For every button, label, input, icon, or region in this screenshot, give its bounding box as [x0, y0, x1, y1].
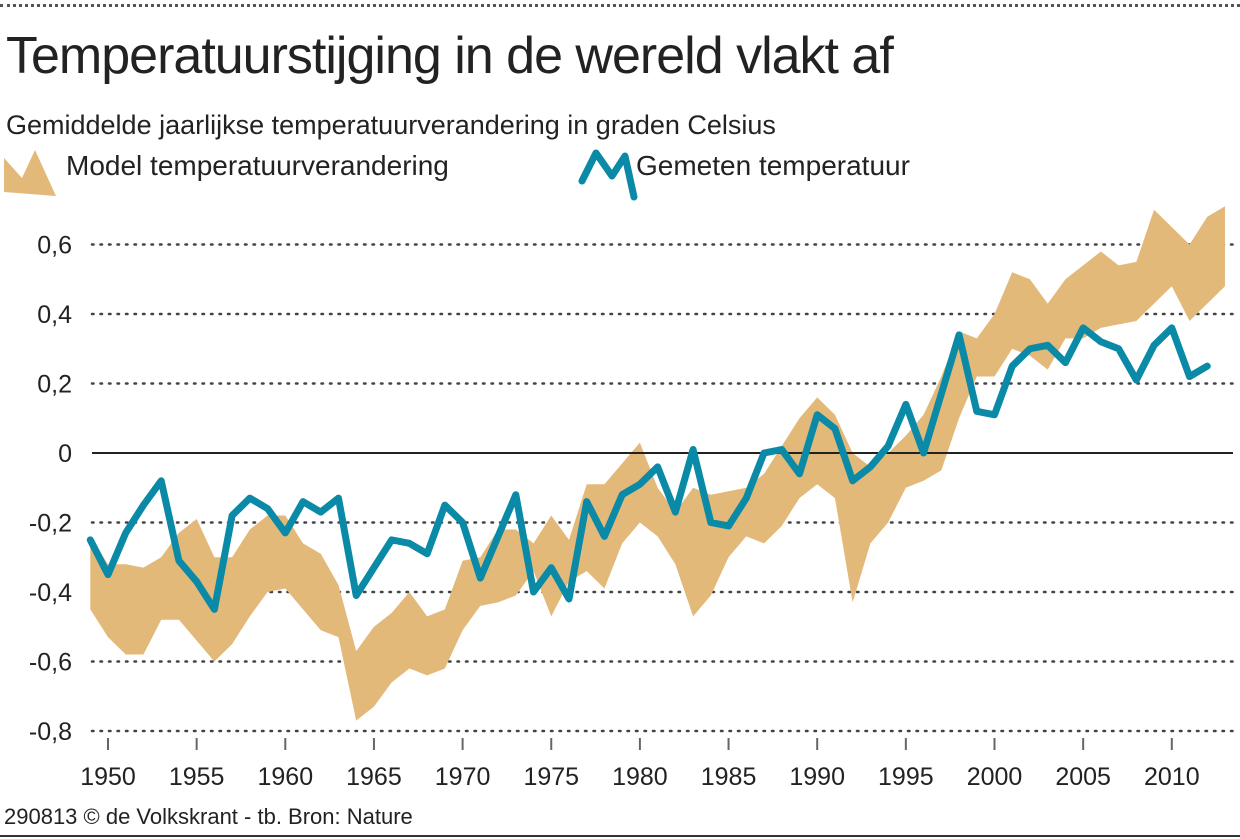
legend-measured-icon [578, 149, 638, 201]
y-tick-label: 0,6 [37, 232, 72, 260]
x-tick-label: 1995 [878, 763, 934, 791]
x-tick-label: 1950 [80, 763, 136, 791]
top-dotted-rule [0, 4, 1240, 7]
legend-model-label: Model temperatuurverandering [66, 150, 449, 181]
source-credit: 290813 © de Volkskrant - tb. Bron: Natur… [4, 804, 413, 829]
x-tick-label: 1990 [789, 763, 845, 791]
x-tick-label: 1970 [435, 763, 491, 791]
legend-measured-label: Gemeten temperatuur [636, 150, 910, 181]
y-tick-label: 0,4 [37, 301, 72, 329]
bottom-rule [0, 835, 1240, 837]
x-tick-label: 1955 [169, 763, 225, 791]
x-tick-label: 1960 [257, 763, 313, 791]
y-tick-label: -0,4 [29, 579, 72, 607]
measured-line [86, 324, 1211, 613]
y-tick-label: 0,2 [37, 371, 72, 399]
x-tick-label: 1965 [346, 763, 402, 791]
x-tick-label: 1980 [612, 763, 668, 791]
y-tick-label: 0 [58, 440, 72, 468]
chart-title: Temperatuurstijging in de wereld vlakt a… [6, 27, 894, 85]
y-tick-label: -0,6 [29, 649, 72, 677]
y-tick-label: -0,2 [29, 510, 72, 538]
x-tick-label: 2000 [967, 763, 1023, 791]
x-tick-label: 1975 [523, 763, 579, 791]
x-tick-label: 2005 [1055, 763, 1111, 791]
legend-model-icon [4, 150, 56, 196]
x-tick-label: 2010 [1144, 763, 1200, 791]
x-tick-label: 1985 [701, 763, 757, 791]
y-tick-label: -0,8 [29, 718, 72, 746]
chart-subtitle: Gemiddelde jaarlijkse temperatuurverande… [6, 110, 776, 140]
